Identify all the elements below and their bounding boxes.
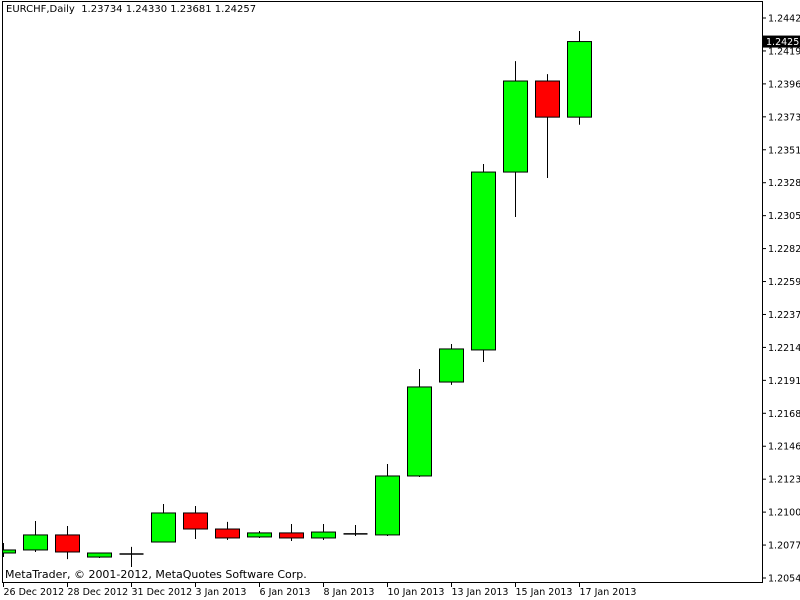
candle [439,344,464,385]
candle [215,521,240,540]
candle-body [471,171,496,351]
candle [247,531,272,538]
candle [567,31,592,125]
candle-body [3,549,16,554]
candle-body [87,552,112,558]
candle-body [407,386,432,477]
copyright-text: MetaTrader, © 2001-2012, MetaQuotes Soft… [5,568,307,581]
candle [375,463,400,536]
candle [3,543,16,558]
candle [151,504,176,543]
candle [55,525,80,560]
candle [87,552,112,559]
y-tick-label: 1.24190 [768,46,800,57]
price-axis[interactable]: 1.24420 1.24190 1.23965 1.23735 1.23510 1.232… [762,14,800,585]
y-tick-label: 1.21000 [768,508,800,519]
x-tick-label: 26 Dec 2012 [4,587,65,598]
x-tick-label: 8 Jan 2013 [324,587,375,598]
candle-body [183,512,208,530]
candle-body [55,534,80,553]
candle [311,523,336,540]
candles-layer [3,31,592,568]
candle [471,163,496,362]
time-axis[interactable]: 26 Dec 2012 28 Dec 2012 31 Dec 2012 3 Jan 2… [3,583,637,598]
y-tick-label: 1.23510 [768,145,800,156]
candle-body [535,80,560,118]
candle-body [375,475,400,536]
y-tick-label: 1.22595 [768,277,800,288]
x-tick-label: 31 Dec 2012 [132,587,193,598]
chart-title: EURCHF,Daily 1.23734 1.24330 1.23681 1.2… [6,4,256,15]
y-tick-label: 1.22140 [768,343,800,354]
candle-body [311,531,336,539]
y-tick-label: 1.23965 [768,79,800,90]
y-tick-label: 1.21230 [768,475,800,486]
candle [183,506,208,539]
y-tick-label: 1.21915 [768,376,800,387]
candle [343,524,368,536]
plot-frame [2,1,763,583]
y-tick-label: 1.23050 [768,211,800,222]
y-tick-label: 1.22370 [768,310,800,321]
y-tick-label: 1.23735 [768,112,800,123]
candle-body [151,512,176,543]
x-tick-label: 6 Jan 2013 [260,587,311,598]
y-tick-label: 1.20545 [768,574,800,585]
y-tick-label: 1.24420 [768,14,800,25]
y-tick-label: 1.20775 [768,541,800,552]
candle-body [567,41,592,118]
x-tick-label: 3 Jan 2013 [196,587,247,598]
candle [503,61,528,217]
candle-body [503,80,528,173]
candle-body [439,348,464,383]
ohlc-readout: 1.23734 1.24330 1.23681 1.24257 [81,4,257,15]
candle [119,546,144,568]
x-tick-label: 10 Jan 2013 [388,587,445,598]
y-tick-label: 1.21685 [768,409,800,420]
symbol-label: EURCHF,Daily [6,4,75,15]
candle [23,521,48,552]
x-tick-label: 28 Dec 2012 [68,587,129,598]
candle [407,369,432,477]
y-tick-label: 1.21460 [768,442,800,453]
current-price-label: 1.24257 [766,37,800,48]
candle-body [215,528,240,539]
candle-body [247,532,272,538]
candle-body [23,534,48,551]
candle-body [279,532,304,539]
x-tick-label: 17 Jan 2013 [580,587,637,598]
current-price-tag: 1.24257 [763,35,800,48]
candle [535,74,560,178]
x-tick-label: 15 Jan 2013 [516,587,573,598]
x-tick-label: 13 Jan 2013 [452,587,509,598]
y-tick-label: 1.22825 [768,244,800,255]
candle [279,523,304,542]
y-tick-label: 1.23280 [768,178,800,189]
